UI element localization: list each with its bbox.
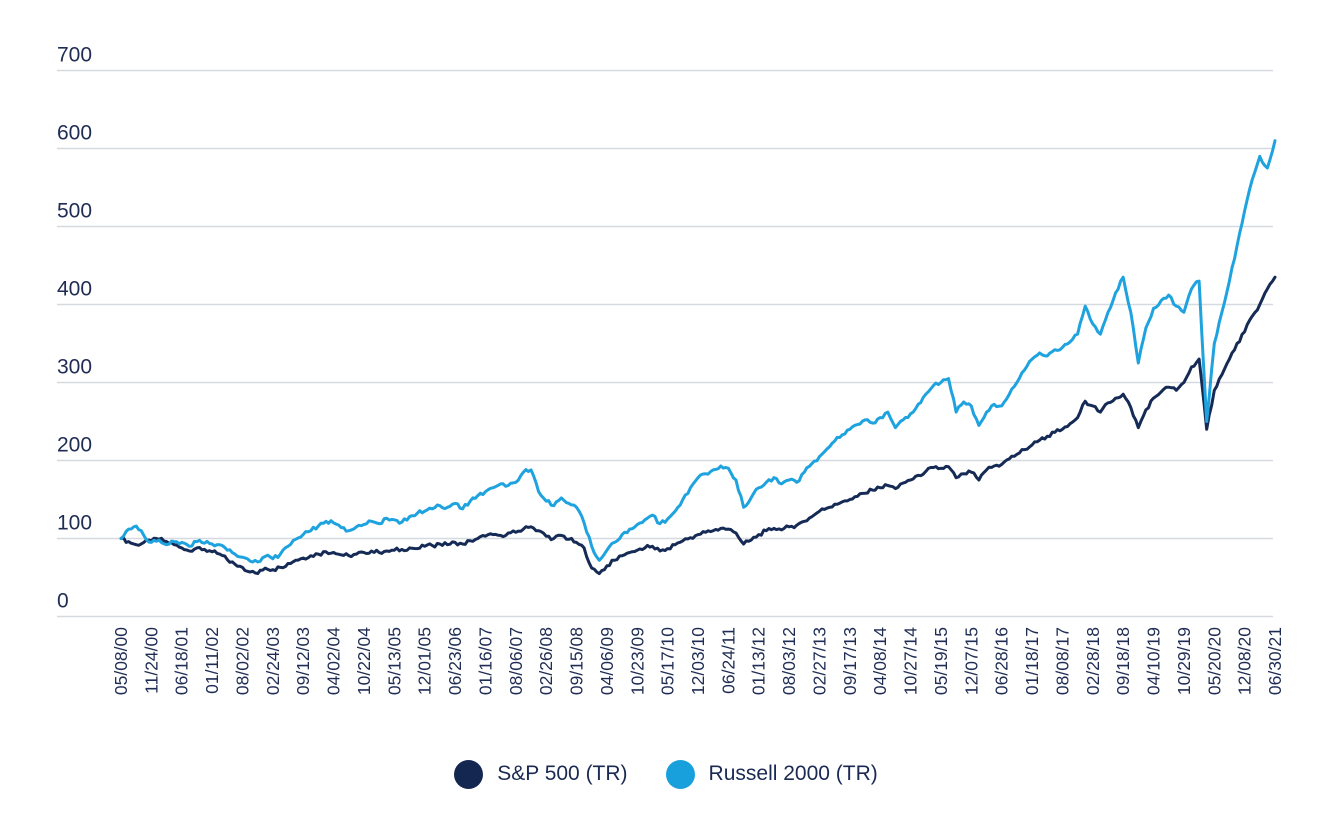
x-tick-label: 11/24/00 [141,627,161,694]
x-tick-label: 10/27/14 [901,627,921,695]
sp500-legend-swatch-icon [454,759,484,789]
x-tick-label: 04/06/09 [597,627,617,695]
x-tick-label: 09/18/18 [1113,627,1133,695]
x-tick-label: 08/06/07 [506,627,526,695]
x-tick-label: 08/02/02 [232,627,252,695]
x-tick-label: 12/07/15 [961,627,981,695]
legend-item-sp500: S&P 500 (TR) [454,759,628,789]
x-tick-label: 12/03/10 [688,627,708,695]
y-tick-label: 300 [57,356,92,379]
y-tick-label: 400 [57,278,92,301]
x-tick-label: 06/30/21 [1265,627,1285,695]
x-tick-label: 05/20/20 [1204,627,1224,695]
y-tick-label: 0 [57,590,69,613]
x-tick-label: 02/26/08 [536,627,556,695]
x-tick-label: 10/22/04 [354,627,374,695]
x-tick-label: 06/18/01 [172,627,192,695]
x-tick-label: 12/08/20 [1235,627,1255,695]
x-tick-label: 01/13/12 [749,627,769,695]
series-line-sp500 [119,275,1277,576]
x-tick-label: 06/24/11 [718,627,738,694]
x-tick-label: 05/13/05 [384,627,404,695]
x-tick-label: 06/28/16 [992,627,1012,695]
y-tick-label: 500 [57,200,92,223]
x-tick-label: 08/08/17 [1052,627,1072,695]
x-tick-label: 10/29/19 [1174,627,1194,695]
x-tick-label: 05/17/10 [658,627,678,695]
sp500-legend-label: S&P 500 (TR) [497,762,628,785]
chart-legend: S&P 500 (TR) Russell 2000 (TR) [0,752,1332,796]
x-tick-label: 05/08/00 [111,627,131,695]
x-tick-label: 06/23/06 [445,627,465,695]
x-tick-label: 09/17/13 [840,627,860,695]
x-tick-label: 08/03/12 [779,627,799,695]
x-tick-label: 09/15/08 [567,627,587,695]
x-tick-label: 01/16/07 [475,627,495,695]
russell2000-legend-swatch-icon [665,759,695,789]
x-tick-label: 09/12/03 [293,627,313,695]
legend-item-russell2000: Russell 2000 (TR) [665,759,878,789]
series-line-russell2000 [119,139,1277,564]
x-tick-label: 10/23/09 [627,627,647,695]
russell2000-legend-label: Russell 2000 (TR) [708,762,878,785]
x-tick-label: 04/10/19 [1144,627,1164,695]
x-tick-label: 01/11/02 [202,627,222,694]
x-tick-label: 04/08/14 [870,627,890,695]
x-tick-label: 04/02/04 [324,627,344,695]
y-tick-label: 600 [57,122,92,145]
x-tick-label: 01/18/17 [1022,627,1042,695]
x-tick-label: 02/28/18 [1083,627,1103,695]
x-tick-label: 05/19/15 [931,627,951,695]
y-tick-label: 200 [57,434,92,457]
x-tick-label: 02/24/03 [263,627,283,695]
x-tick-label: 02/27/13 [809,627,829,695]
y-tick-label: 100 [57,512,92,535]
x-tick-label: 12/01/05 [415,627,435,695]
y-tick-label: 700 [57,44,92,67]
